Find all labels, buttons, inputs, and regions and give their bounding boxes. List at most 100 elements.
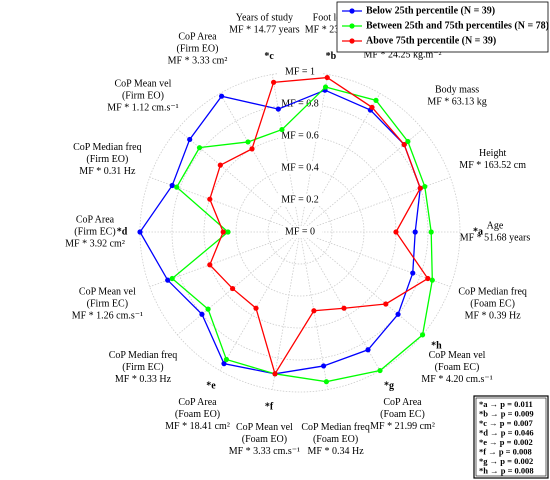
data-point bbox=[419, 332, 426, 338]
significance-star: *h bbox=[431, 341, 442, 352]
data-point bbox=[249, 146, 255, 152]
ring-label: MF = 0.8 bbox=[281, 98, 319, 109]
axis-label: (Firm EO) bbox=[86, 154, 128, 165]
legend-marker bbox=[349, 8, 355, 14]
axis-label: CoP Median freq bbox=[73, 142, 142, 153]
data-point bbox=[205, 306, 211, 312]
ring-label: MF = 0.2 bbox=[281, 194, 319, 205]
data-point bbox=[207, 196, 213, 202]
data-point bbox=[279, 126, 285, 133]
axis-label: MF * 0.31 Hz bbox=[79, 166, 136, 177]
axis-label: Height bbox=[479, 148, 506, 159]
significance-star: *f bbox=[265, 402, 274, 413]
axis-label: MF * 0.34 Hz bbox=[308, 446, 365, 457]
significance-star: *d bbox=[117, 226, 128, 237]
data-point bbox=[219, 93, 225, 99]
spoke bbox=[299, 93, 381, 233]
data-point bbox=[429, 277, 435, 283]
axis-label: (Firm EO) bbox=[177, 44, 219, 55]
legend-marker bbox=[349, 23, 355, 29]
axis-label: CoP Area bbox=[76, 214, 115, 225]
data-point bbox=[321, 363, 327, 369]
data-point bbox=[405, 138, 411, 145]
spoke bbox=[219, 93, 301, 233]
axis-label: Age bbox=[487, 220, 504, 231]
pvalue-label: *a → p = 0.011 bbox=[479, 399, 533, 409]
significance-star: *a bbox=[473, 226, 483, 237]
data-point bbox=[169, 182, 175, 189]
data-point bbox=[221, 361, 227, 367]
spoke bbox=[177, 128, 301, 233]
axis-label: Years of study bbox=[236, 13, 293, 24]
spoke bbox=[299, 231, 329, 390]
axis-label: MF * 24.25 kg.m⁻² bbox=[363, 50, 441, 61]
axis-label: MF * 4.20 cm.s⁻¹ bbox=[421, 374, 492, 385]
axis-label: CoP Area bbox=[178, 397, 217, 408]
axis-label: (Firm EO) bbox=[122, 91, 164, 102]
data-point bbox=[311, 308, 317, 314]
spoke bbox=[299, 74, 329, 233]
significance-star: *e bbox=[206, 380, 216, 391]
spoke bbox=[271, 74, 301, 233]
axis-label: (Firm EC) bbox=[74, 226, 115, 237]
ring-label-bg bbox=[278, 130, 322, 142]
axis-label: MF * 0.33 Hz bbox=[115, 374, 172, 385]
axis-label: MF * 23.41 cm bbox=[305, 25, 367, 36]
pvalue-label: *d → p = 0.046 bbox=[479, 427, 534, 437]
axis-label: MF * 3.33 cm² bbox=[168, 56, 228, 67]
axis-label: CoP Mean vel bbox=[429, 350, 486, 361]
axis-label: (Firm EC) bbox=[87, 298, 128, 309]
data-point bbox=[365, 347, 371, 353]
data-point bbox=[410, 270, 416, 276]
legend-box bbox=[336, 1, 549, 53]
axis-label: Foot length bbox=[313, 13, 359, 24]
spoke bbox=[299, 231, 451, 288]
data-point bbox=[395, 311, 401, 317]
axis-label: MF * 63.13 kg bbox=[427, 97, 486, 108]
data-point bbox=[207, 262, 213, 268]
pvalue-label: *e → p = 0.002 bbox=[479, 437, 533, 447]
data-point bbox=[393, 229, 399, 235]
ring-label: MF = 0.6 bbox=[281, 130, 319, 141]
axis-label: (Foam EO) bbox=[175, 409, 220, 420]
spoke bbox=[149, 231, 301, 288]
data-point bbox=[229, 285, 236, 292]
data-point bbox=[412, 229, 418, 235]
axis-label: CoP Area bbox=[178, 32, 217, 43]
pvalue-label: *c → p = 0.007 bbox=[479, 418, 533, 428]
axis-label: (Foam EC) bbox=[380, 409, 425, 420]
axis-label: MF * 1.26 cm.s⁻¹ bbox=[72, 310, 143, 321]
significance-star: *b bbox=[326, 51, 337, 62]
spoke bbox=[177, 231, 301, 336]
axis-label: MF * 21.99 cm² bbox=[370, 421, 435, 432]
axis-label: CoP Mean vel bbox=[79, 286, 136, 297]
ring-label: MF = 0 bbox=[285, 226, 315, 237]
data-point bbox=[341, 305, 347, 311]
data-point bbox=[422, 183, 428, 190]
axis-label: (Foam EC) bbox=[435, 362, 480, 373]
data-point bbox=[223, 356, 229, 363]
spoke bbox=[299, 128, 423, 233]
ring-label-bg bbox=[278, 226, 322, 238]
data-point bbox=[187, 136, 193, 143]
legend-label: Above 75th percentile (N = 39) bbox=[366, 35, 496, 46]
axis-label: (Foam EO) bbox=[242, 434, 287, 445]
data-point bbox=[165, 277, 171, 283]
data-point bbox=[369, 104, 375, 110]
axis-label: CoP Mean vel bbox=[236, 422, 293, 433]
pvalue-label: *f → p = 0.008 bbox=[479, 446, 532, 456]
significance-star: *g bbox=[384, 380, 394, 391]
ring-label: MF = 1 bbox=[285, 66, 315, 77]
pvalue-label: *b → p = 0.009 bbox=[479, 408, 534, 418]
ring-label-bg bbox=[278, 66, 322, 78]
data-point bbox=[196, 145, 203, 151]
data-point bbox=[322, 84, 329, 90]
data-point bbox=[174, 184, 180, 190]
axis-label: MF * 3.92 cm² bbox=[65, 238, 125, 249]
data-point bbox=[428, 229, 434, 235]
axis-label: CoP Mean vel bbox=[115, 79, 172, 90]
axis-label: MF * 51.68 years bbox=[460, 232, 531, 243]
data-point bbox=[401, 141, 407, 148]
data-point bbox=[137, 229, 143, 235]
